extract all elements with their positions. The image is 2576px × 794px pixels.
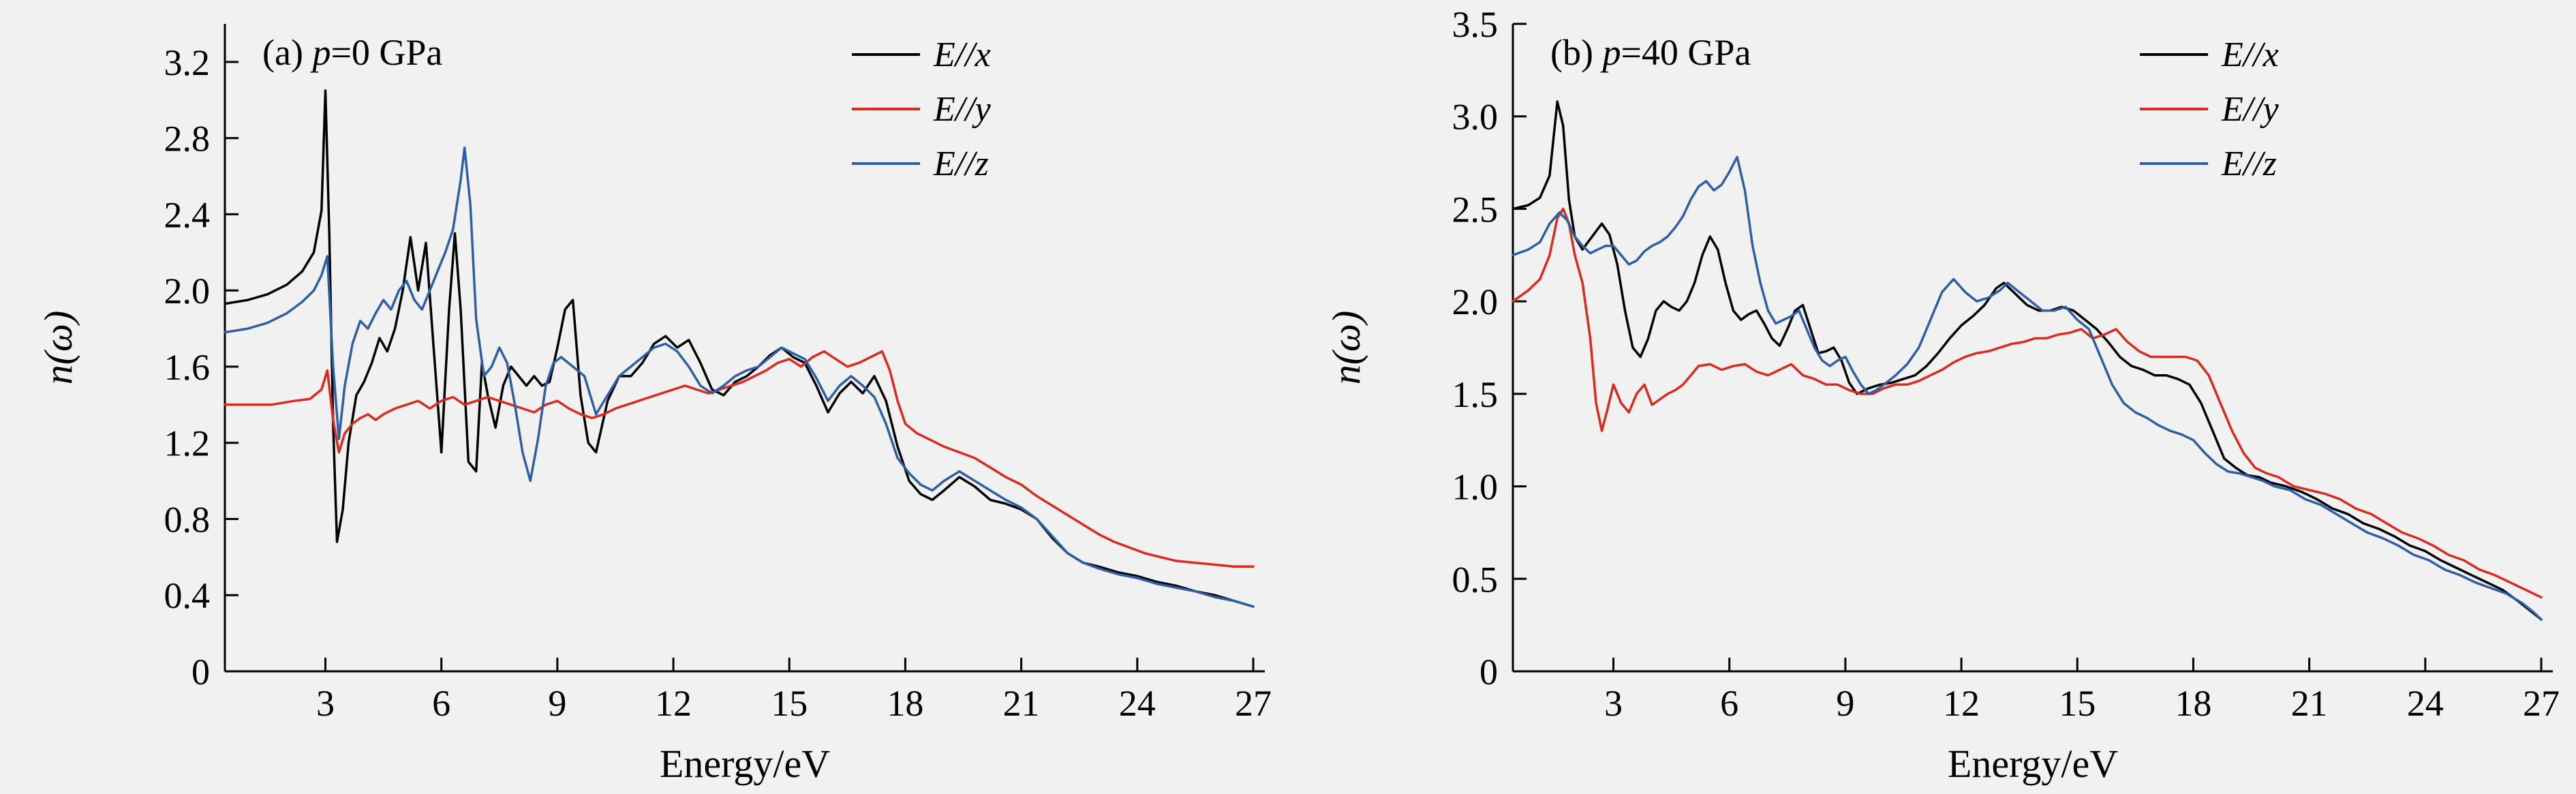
axes [1512, 24, 2553, 673]
y-tick-label: 3.5 [1452, 4, 1499, 45]
x-tick-label: 21 [1003, 683, 1040, 724]
y-ticks: 0 0.5 1.0 1.5 2.0 2.5 3.0 3.5 [1452, 4, 1527, 692]
legend-label-1: E//y [933, 90, 992, 129]
x-tick-label: 18 [887, 683, 923, 724]
legend: E//x E//y E//z [2140, 35, 2280, 183]
y-tick-label: 2.8 [164, 119, 211, 159]
y-tick-label: 0 [1479, 652, 1498, 692]
panel-a-chart: 3 6 9 12 15 18 21 24 27 0 0.4 0.8 1.2 1.6 2.0 2.4 2.8 3.2… [36, 24, 1272, 786]
x-tick-label: 12 [655, 683, 692, 724]
y-tick-label: 0.5 [1452, 559, 1499, 600]
x-tick-label: 9 [548, 683, 566, 724]
x-tick-label: 6 [432, 683, 450, 724]
legend-label-2: E//z [933, 144, 989, 183]
y-tick-label: 3.2 [164, 42, 211, 83]
legend: E//x E//y E//z [852, 35, 992, 183]
y-tick-label: 3.0 [1452, 97, 1499, 138]
legend-label-0: E//x [933, 35, 991, 74]
x-tick-label: 12 [1943, 683, 1980, 724]
y-tick-label: 1.2 [164, 423, 211, 464]
series [1512, 100, 2543, 621]
y-tick-label: 0.8 [164, 499, 211, 540]
x-tick-label: 27 [1235, 683, 1272, 724]
x-axis-label: Energy/eV [1948, 742, 2118, 786]
x-tick-label: 24 [2407, 683, 2444, 724]
y-axis-label: n(ω) [36, 311, 80, 385]
axes [224, 24, 1265, 673]
series-line-0 [1512, 100, 2543, 621]
x-tick-label: 15 [2059, 683, 2096, 724]
y-tick-label: 2.5 [1452, 189, 1499, 230]
panel-title: (b) p=40 GPa [1550, 32, 1751, 73]
y-axis-label: n(ω) [1324, 311, 1368, 385]
y-tick-label: 0 [191, 652, 210, 692]
series-line-0 [224, 89, 1255, 608]
y-tick-label: 1.6 [164, 347, 211, 388]
y-tick-label: 0.4 [164, 575, 211, 616]
y-tick-label: 2.4 [164, 194, 211, 235]
panel-title: (a) p=0 GPa [262, 32, 442, 73]
y-tick-label: 2.0 [164, 271, 211, 311]
x-tick-label: 21 [2291, 683, 2328, 724]
x-ticks: 3 6 9 12 15 18 21 24 27 [316, 658, 1272, 724]
x-ticks: 3 6 9 12 15 18 21 24 27 [1604, 658, 2560, 724]
legend-label-2: E//z [2221, 144, 2277, 183]
y-ticks: 0 0.4 0.8 1.2 1.6 2.0 2.4 2.8 3.2 [164, 42, 239, 692]
x-tick-label: 15 [771, 683, 808, 724]
legend-label-1: E//y [2221, 90, 2280, 129]
x-axis-label: Energy/eV [660, 742, 830, 786]
x-tick-label: 9 [1836, 683, 1854, 724]
series [224, 89, 1255, 608]
x-tick-label: 3 [316, 683, 335, 724]
series-line-2 [224, 146, 1255, 608]
x-tick-label: 27 [2523, 683, 2560, 724]
legend-label-0: E//x [2221, 35, 2279, 74]
y-tick-label: 2.0 [1452, 281, 1499, 322]
x-tick-label: 6 [1720, 683, 1738, 724]
y-tick-label: 1.5 [1452, 374, 1499, 415]
panel-b-chart: 3 6 9 12 15 18 21 24 27 0 0.5 1.0 1.5 2.0 2.5 3.0 3.5 Ene… [1324, 4, 2560, 786]
y-tick-label: 1.0 [1452, 467, 1499, 508]
series-line-2 [1512, 155, 2543, 621]
series-line-1 [1512, 207, 2543, 599]
x-tick-label: 18 [2175, 683, 2211, 724]
series-line-1 [224, 350, 1255, 568]
x-tick-label: 24 [1119, 683, 1156, 724]
x-tick-label: 3 [1604, 683, 1623, 724]
